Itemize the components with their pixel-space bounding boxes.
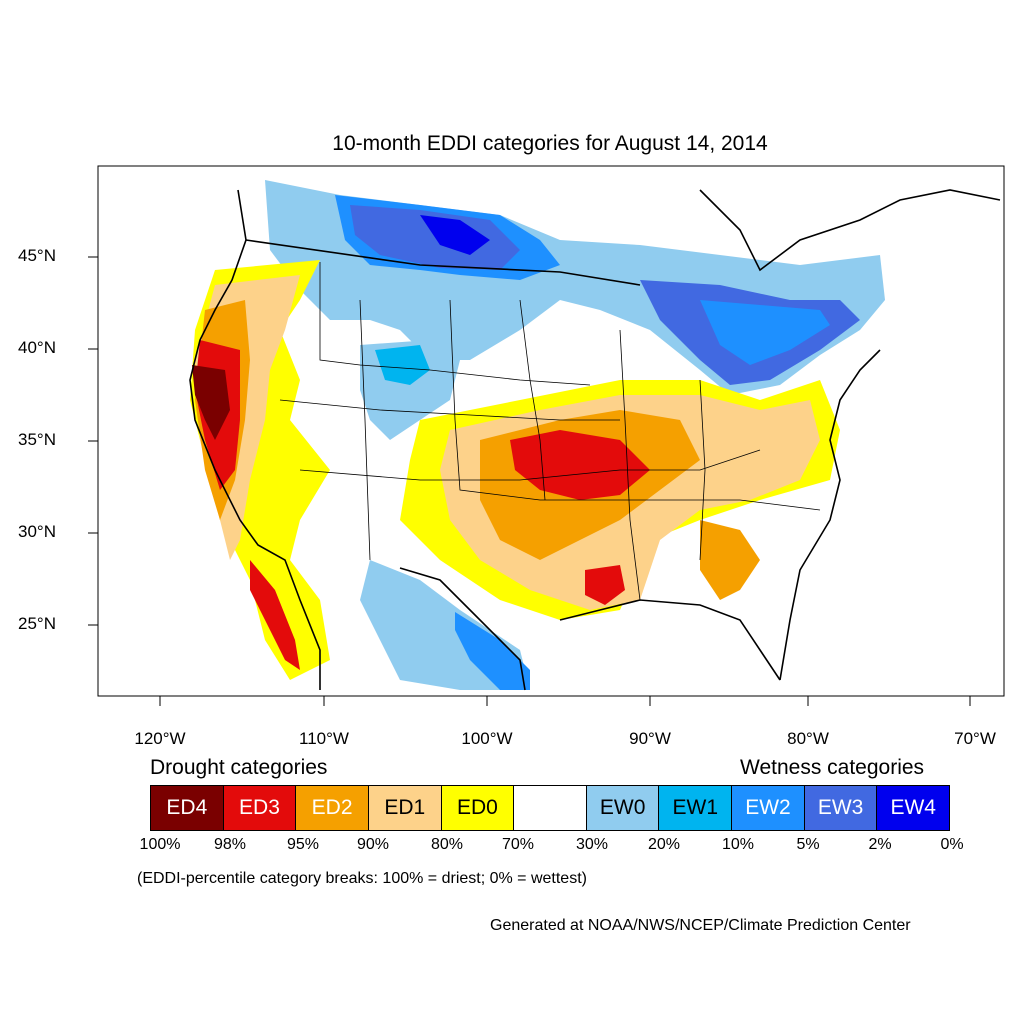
wet-region-greatlakes-inner: [700, 300, 830, 365]
break-label: 30%: [575, 836, 609, 853]
wetness-heading: Wetness categories: [740, 756, 925, 779]
lat-ticks: [88, 256, 98, 626]
credit-line: Generated at NOAA/NWS/NCEP/Climate Predi…: [490, 917, 911, 934]
lat-label-40: 40°N: [18, 338, 56, 357]
breaks-note: (EDDI-percentile category breaks: 100% =…: [137, 870, 587, 887]
wet-region-gulfcoast: [455, 612, 530, 690]
eddi-map: [88, 165, 1005, 706]
dry-region-plains-ed3: [510, 430, 650, 500]
lon-label-90: 90°W: [629, 729, 671, 748]
legend-ew4: EW4: [877, 786, 950, 830]
legend-ew1: EW1: [659, 786, 733, 830]
coastlines: [189, 189, 1001, 691]
legend-ed2: ED2: [296, 786, 369, 830]
dry-region-baja: [250, 560, 300, 670]
dry-region-west-ed4: [192, 365, 230, 440]
break-label: 0%: [940, 836, 964, 853]
legend-neutral: [514, 786, 587, 830]
legend-ed0: ED0: [441, 786, 515, 830]
lat-label-30: 30°N: [18, 522, 56, 541]
map-frame: [97, 165, 1005, 697]
break-label: 2%: [868, 836, 892, 853]
break-label: 10%: [721, 836, 755, 853]
drought-heading: Drought categories: [150, 756, 328, 779]
lat-label-35: 35°N: [18, 430, 56, 449]
map-title: 10-month EDDI categories for August 14, …: [332, 132, 768, 155]
legend-ed1: ED1: [368, 786, 442, 830]
break-label: 70%: [501, 836, 535, 853]
legend-ew3: EW3: [804, 786, 878, 830]
legend-ew2: EW2: [732, 786, 805, 830]
lon-label-80: 80°W: [787, 729, 829, 748]
lon-label-100: 100°W: [461, 729, 513, 748]
break-label: 98%: [213, 836, 247, 853]
lon-label-120: 120°W: [134, 729, 186, 748]
legend-bar: ED4 ED3 ED2 ED1 ED0 EW0 EW1 EW2 EW3 EW4: [150, 785, 950, 831]
break-label: 20%: [647, 836, 681, 853]
wet-region-north-ew4: [420, 215, 490, 255]
break-label: 100%: [139, 836, 181, 853]
legend-ed4: ED4: [151, 786, 224, 830]
break-label: 5%: [796, 836, 820, 853]
dry-region-louisiana-ed3: [585, 565, 625, 605]
legend-ew0: EW0: [586, 786, 660, 830]
break-label: 90%: [356, 836, 390, 853]
lat-label-25: 25°N: [18, 614, 56, 633]
dry-region-plains-ed2-b: [700, 520, 760, 600]
state-borders: [279, 262, 821, 601]
wet-region-colorado-core: [375, 345, 430, 385]
break-label: 80%: [430, 836, 464, 853]
lon-ticks: [159, 696, 971, 706]
break-label: 95%: [286, 836, 320, 853]
lat-label-45: 45°N: [18, 246, 56, 265]
lon-label-70: 70°W: [954, 729, 996, 748]
legend-ed3: ED3: [223, 786, 297, 830]
lon-label-110: 110°W: [299, 729, 349, 748]
